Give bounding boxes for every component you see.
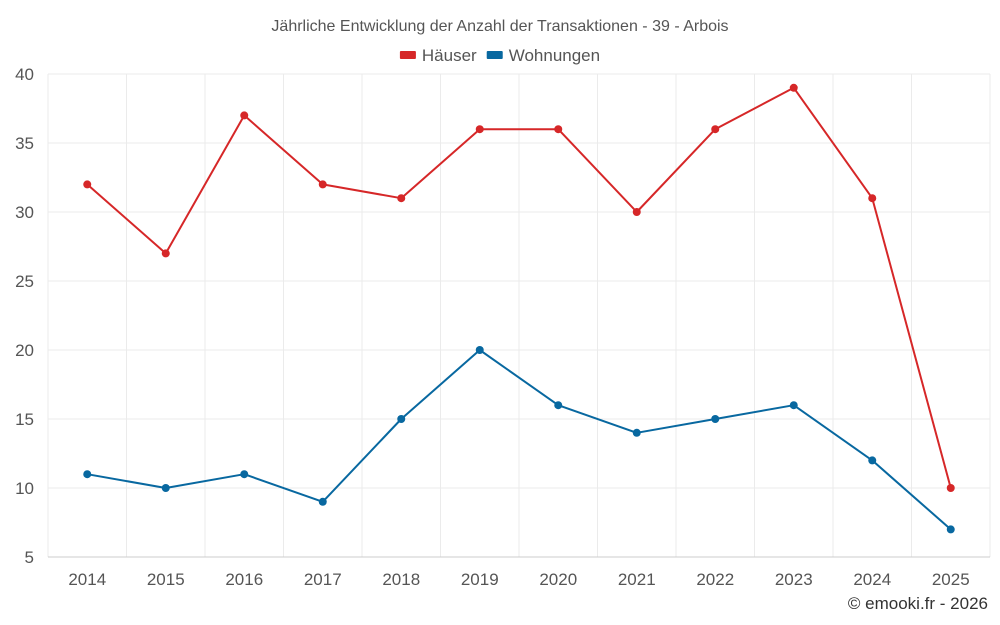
y-tick-label: 40 bbox=[15, 65, 34, 84]
y-tick-label: 20 bbox=[15, 341, 34, 360]
x-tick-label: 2019 bbox=[461, 570, 499, 589]
x-tick-label: 2021 bbox=[618, 570, 656, 589]
series-2-point[interactable] bbox=[83, 470, 92, 479]
x-axis: 2014 2015 2016 2017 2018 2019 2020 2021 2022 2023… bbox=[68, 570, 969, 589]
x-tick-label: 2015 bbox=[147, 570, 185, 589]
y-tick-label: 10 bbox=[15, 479, 34, 498]
series-1-point[interactable] bbox=[789, 83, 798, 92]
series-1-point[interactable] bbox=[83, 180, 92, 189]
x-tick-label: 2024 bbox=[853, 570, 891, 589]
series-1-point[interactable] bbox=[554, 125, 563, 134]
series-2-point[interactable] bbox=[554, 401, 563, 410]
series-1-point[interactable] bbox=[397, 194, 406, 203]
x-tick-label: 2020 bbox=[539, 570, 577, 589]
legend-label: Wohnungen bbox=[509, 46, 600, 65]
series-1-point[interactable] bbox=[318, 180, 327, 189]
series-2-point[interactable] bbox=[789, 401, 798, 410]
legend-swatch bbox=[486, 51, 503, 59]
series-1-point[interactable] bbox=[711, 125, 720, 134]
series-2-point[interactable] bbox=[318, 497, 327, 506]
series-2-point[interactable] bbox=[240, 470, 249, 479]
legend-item-1[interactable]: Häuser bbox=[399, 46, 477, 65]
chart-title: Jährliche Entwicklung der Anzahl der Tra… bbox=[271, 18, 728, 35]
y-tick-label: 35 bbox=[15, 134, 34, 153]
series-1-point[interactable] bbox=[868, 194, 877, 203]
legend: Häuser Wohnungen bbox=[399, 46, 600, 65]
y-tick-label: 5 bbox=[25, 548, 34, 567]
x-tick-label: 2018 bbox=[382, 570, 420, 589]
series-1-point[interactable] bbox=[161, 249, 170, 258]
y-tick-label: 30 bbox=[15, 203, 34, 222]
series-1-point[interactable] bbox=[632, 208, 641, 216]
x-tick-label: 2025 bbox=[932, 570, 970, 589]
series-2-point[interactable] bbox=[161, 484, 170, 492]
y-tick-label: 25 bbox=[15, 272, 34, 291]
x-tick-label: 2014 bbox=[68, 570, 106, 589]
x-tick-label: 2017 bbox=[304, 570, 342, 589]
x-tick-label: 2022 bbox=[696, 570, 734, 589]
legend-swatch bbox=[399, 51, 416, 59]
series-2-point[interactable] bbox=[711, 415, 720, 423]
series-2-line bbox=[87, 349, 952, 531]
series-1-point[interactable] bbox=[475, 125, 484, 134]
series-2-point[interactable] bbox=[868, 456, 877, 465]
y-tick-label: 15 bbox=[15, 410, 34, 429]
series-2-point[interactable] bbox=[946, 525, 955, 534]
series-2-point[interactable] bbox=[632, 428, 641, 437]
series-2-point[interactable] bbox=[475, 346, 484, 354]
legend-item-2[interactable]: Wohnungen bbox=[486, 46, 600, 65]
x-tick-label: 2023 bbox=[775, 570, 813, 589]
legend-label: Häuser bbox=[422, 46, 477, 65]
y-axis: 5 10 15 20 25 30 35 40 bbox=[15, 65, 34, 567]
x-tick-label: 2016 bbox=[225, 570, 263, 589]
series-1-point[interactable] bbox=[240, 111, 249, 120]
series-1-line bbox=[86, 86, 952, 489]
series-2-point[interactable] bbox=[397, 415, 406, 423]
grid bbox=[47, 73, 991, 558]
credit-text: © emooki.fr - 2026 bbox=[848, 594, 988, 613]
series-1-point[interactable] bbox=[946, 484, 955, 492]
series-group bbox=[83, 83, 955, 534]
